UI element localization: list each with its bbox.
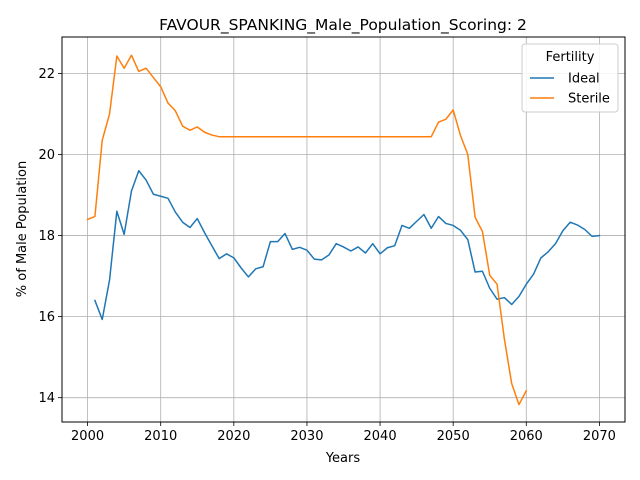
y-axis-title: % of Male Population (15, 161, 30, 297)
x-tick-label: 2050 (437, 429, 470, 444)
y-tick-label: 14 (38, 391, 55, 406)
series-line-sterile (86, 54, 528, 406)
x-tick-label: 2030 (290, 429, 323, 444)
y-tick-label: 16 (38, 310, 55, 325)
x-tick-label: 2070 (583, 429, 616, 444)
x-tick-label: 2060 (510, 429, 543, 444)
legend-label-ideal: Ideal (568, 72, 600, 87)
plot-frame (61, 36, 626, 423)
legend: Fertility Ideal Sterile (521, 43, 619, 113)
x-tick-label: 2040 (364, 429, 397, 444)
legend-title: Fertility (546, 50, 595, 65)
x-tick-label: 2020 (217, 429, 250, 444)
y-tick-label: 22 (38, 67, 55, 82)
chart-title: FAVOUR_SPANKING_Male_Population_Scoring:… (159, 16, 527, 35)
x-axis: 2000 2010 2020 2030 2040 2050 2060 2070 (71, 422, 616, 444)
legend-box (521, 43, 619, 113)
series-layer (86, 54, 601, 406)
legend-label-sterile: Sterile (568, 92, 610, 107)
series-line-ideal (93, 169, 601, 321)
x-axis-title: Years (325, 451, 361, 466)
x-tick-label: 2010 (144, 429, 177, 444)
x-tick-label: 2000 (71, 429, 104, 444)
y-tick-label: 18 (38, 229, 55, 244)
y-tick-label: 20 (38, 148, 55, 163)
y-axis: 14 16 18 20 22 (38, 67, 62, 406)
